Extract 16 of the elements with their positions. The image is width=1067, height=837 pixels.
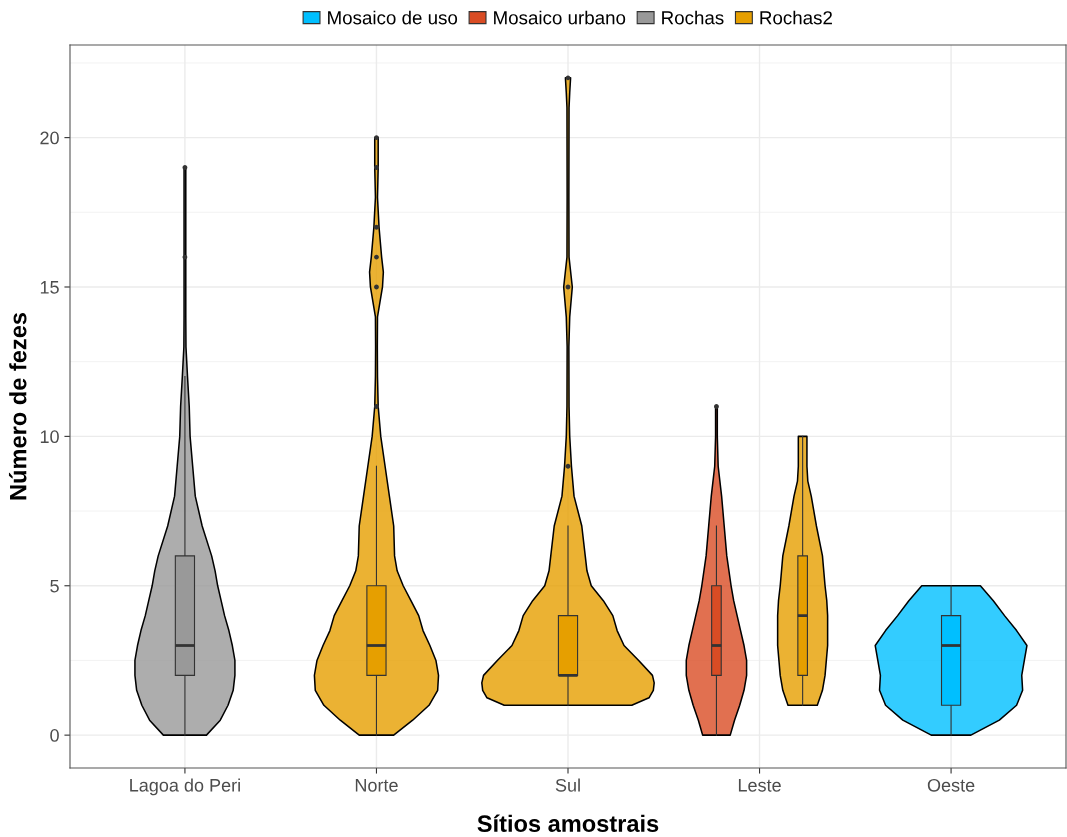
x-tick-label: Oeste: [927, 778, 975, 792]
x-tick-label: Sul: [555, 778, 580, 792]
x-tick-label: Leste: [738, 779, 781, 792]
y-tick-label: 15: [40, 281, 59, 294]
legend-label: Rochas2: [760, 10, 832, 25]
y-tick-label: 10: [40, 430, 59, 444]
y-tick-label: 0: [50, 729, 59, 742]
legend-label: Mosaico de uso: [328, 10, 458, 25]
y-axis-title: Número de fezes: [8, 312, 27, 500]
legend-label: Rochas: [662, 10, 724, 25]
x-tick-label: Norte: [355, 779, 398, 792]
legend-label: Mosaico urbano: [494, 10, 626, 25]
x-axis-title: Sítios amostrais: [477, 814, 659, 833]
x-tick-label: Lagoa do Peri: [130, 778, 240, 796]
y-tick-label: 5: [50, 579, 59, 593]
y-tick-label: 20: [40, 131, 59, 145]
